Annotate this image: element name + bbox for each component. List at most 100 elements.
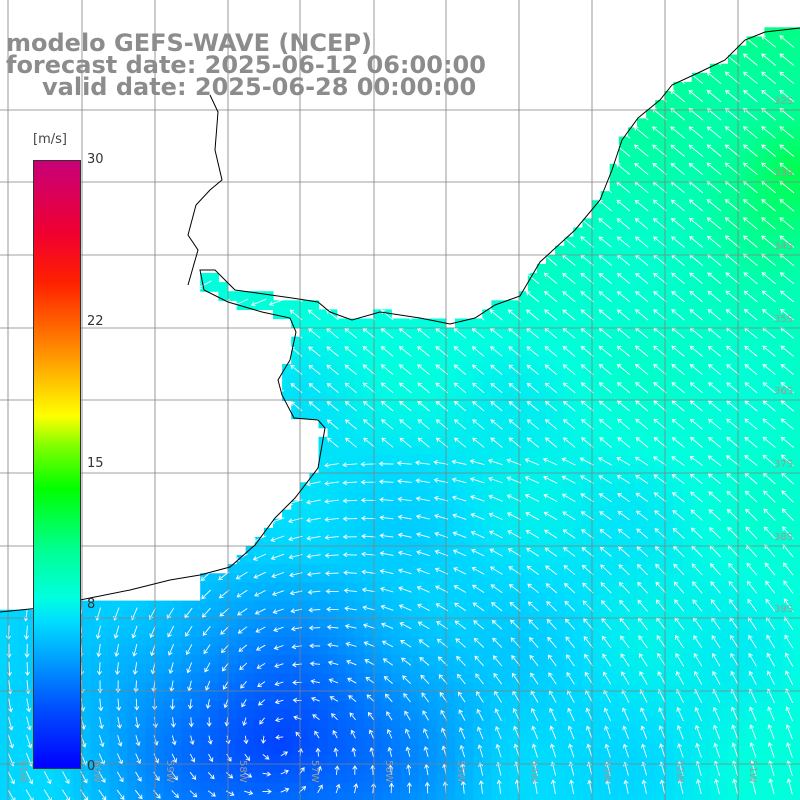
wind-arrow [600,564,612,576]
wind-speed-cell [609,273,620,283]
wind-speed-cell [282,764,292,775]
wind-arrow [362,382,376,394]
wind-speed-cell [546,282,556,292]
wind-speed-cell [354,327,365,338]
wind-speed-cell [27,673,37,684]
wind-speed-cell [718,737,729,747]
wind-speed-cell [382,309,392,320]
wind-speed-cell [609,327,620,338]
wind-speed-cell [609,491,620,502]
wind-speed-cell [746,136,756,147]
wind-speed-cell [282,637,292,647]
wind-speed-cell [482,655,492,665]
wind-speed-cell [391,509,401,520]
wind-speed-cell [455,409,465,420]
wind-arrow [634,162,649,176]
wind-speed-cell [345,373,356,383]
wind-arrow [615,144,631,157]
wind-speed-cell [764,691,775,702]
wind-speed-cell [655,509,665,520]
wind-speed-cell [700,618,711,629]
wind-speed-cell [673,491,684,502]
wind-speed-cell [773,637,784,647]
wind-speed-cell [564,718,574,729]
wind-arrow [726,508,740,521]
wind-arrow [399,419,412,430]
wind-arrow [544,419,558,430]
wind-speed-cell [391,318,401,329]
wind-speed-cell [300,682,310,693]
wind-speed-cell [646,728,656,738]
wind-speed-cell [637,500,647,511]
wind-speed-cell [182,718,192,729]
wind-speed-cell [482,382,492,392]
wind-speed-cell [773,737,784,747]
wind-speed-cell [791,191,800,201]
wind-speed-cell [600,664,611,674]
wind-speed-cell [182,637,192,647]
wind-speed-cell [209,728,219,738]
wind-speed-cell [254,773,265,784]
wind-speed-cell [700,655,711,665]
wind-speed-cell [145,682,156,693]
wind-speed-cell [409,500,420,511]
wind-speed-cell [591,318,602,329]
wind-speed-cell [746,327,756,338]
wind-speed-cell [555,746,565,756]
wind-speed-cell [345,527,356,538]
wind-speed-cell [573,664,583,674]
wind-speed-cell [618,200,629,210]
wind-speed-cell [527,473,538,483]
wind-speed-cell [555,564,565,574]
wind-speed-cell [773,491,784,502]
wind-speed-cell [282,655,292,665]
wind-speed-cell [455,527,465,538]
wind-arrow [761,199,776,212]
wind-speed-cell [409,373,420,383]
wind-speed-cell [91,664,101,674]
wind-speed-cell [327,427,338,438]
wind-speed-cell [755,646,765,656]
wind-speed-cell [591,300,602,310]
wind-speed-cell [263,718,274,729]
wind-speed-cell [709,354,720,365]
wind-speed-cell [737,573,747,583]
wind-speed-cell [582,646,593,656]
wind-speed-cell [373,382,383,392]
wind-speed-cell [409,664,420,674]
wind-speed-cell [409,327,420,338]
wind-speed-cell [291,791,301,800]
wind-speed-cell [291,573,301,583]
wind-speed-cell [336,618,347,629]
wind-speed-cell [218,709,229,720]
wind-arrow [742,162,758,176]
wind-speed-cell [564,327,574,338]
wind-speed-cell [436,609,447,620]
wind-speed-cell [382,391,392,401]
wind-speed-cell [782,136,793,147]
wind-speed-cell [291,618,301,629]
wind-speed-cell [418,546,429,556]
wind-speed-cell [309,609,320,620]
wind-speed-cell [609,445,620,456]
wind-speed-cell [700,555,711,565]
wind-speed-cell [646,327,656,338]
wind-speed-cell [418,600,429,611]
wind-speed-cell [509,691,520,702]
wind-speed-cell [418,664,429,674]
wind-speed-cell [254,782,265,793]
wind-speed-cell [609,373,620,383]
wind-speed-cell [691,191,702,201]
wind-speed-cell [163,646,174,656]
wind-speed-cell [518,546,529,556]
wind-speed-cell [600,518,611,529]
wind-speed-cell [791,209,800,219]
wind-speed-cell [382,536,392,547]
wind-speed-cell [682,473,693,483]
wind-speed-cell [755,354,765,365]
wind-speed-cell [273,618,283,629]
wind-arrow [598,400,612,412]
wind-speed-cell [791,309,800,320]
wind-speed-cell [391,546,401,556]
wind-speed-cell [737,564,747,574]
